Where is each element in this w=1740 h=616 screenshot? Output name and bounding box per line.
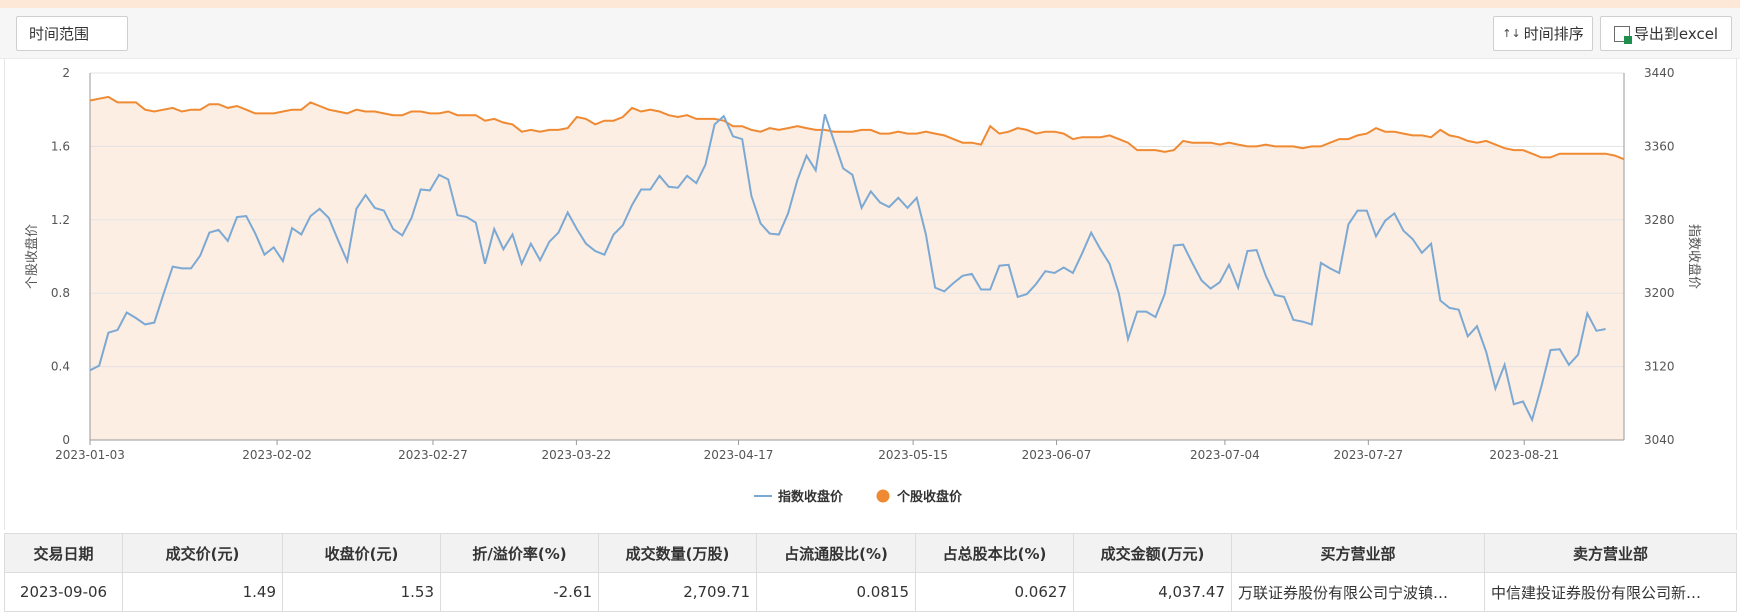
table-row: 2023-09-06 1.49 1.53 -2.61 2,709.71 0.08… bbox=[4, 572, 1737, 612]
legend-stock-swatch bbox=[876, 489, 890, 503]
cell-total-ratio: 0.0627 bbox=[915, 572, 1074, 612]
time-range-button[interactable]: 时间范围 bbox=[16, 16, 128, 51]
y-left-tick-label: 1.2 bbox=[51, 213, 70, 227]
x-tick-label: 2023-02-02 bbox=[242, 448, 312, 462]
y-right-axis-title: 指数收盘价 bbox=[1686, 224, 1702, 289]
x-tick-label: 2023-07-27 bbox=[1333, 448, 1403, 462]
x-tick-label: 2023-08-21 bbox=[1489, 448, 1559, 462]
col-header-seller[interactable]: 卖方营业部 bbox=[1484, 533, 1737, 573]
time-sort-button[interactable]: ↑↓ 时间排序 bbox=[1493, 16, 1593, 51]
export-excel-label: 导出到excel bbox=[1633, 25, 1719, 43]
top-accent-strip bbox=[0, 0, 1740, 8]
col-header-buyer[interactable]: 买方营业部 bbox=[1231, 533, 1485, 573]
export-excel-button[interactable]: 导出到excel bbox=[1600, 16, 1732, 51]
sort-arrows-icon: ↑↓ bbox=[1502, 27, 1521, 40]
table-header-row: 交易日期 成交价(元) 收盘价(元) 折/溢价率(%) 成交数量(万股) 占流通… bbox=[4, 533, 1737, 573]
cell-buyer: 万联证券股份有限公司宁波镇… bbox=[1231, 572, 1485, 612]
col-header-total-ratio[interactable]: 占总股本比(%) bbox=[915, 533, 1074, 573]
chart-right-border bbox=[1736, 58, 1737, 530]
y-right-tick-label: 3120 bbox=[1644, 360, 1675, 374]
y-right-tick-label: 3440 bbox=[1644, 66, 1675, 80]
x-tick-label: 2023-01-03 bbox=[55, 448, 125, 462]
y-right-tick-label: 3200 bbox=[1644, 286, 1675, 300]
col-header-amount[interactable]: 成交金额(万元) bbox=[1073, 533, 1232, 573]
legend-stock-label: 个股收盘价 bbox=[896, 489, 963, 505]
cell-amount: 4,037.47 bbox=[1073, 572, 1232, 612]
col-header-trade-price[interactable]: 成交价(元) bbox=[122, 533, 283, 573]
y-right-tick-label: 3040 bbox=[1644, 433, 1675, 447]
excel-export-icon bbox=[1613, 25, 1632, 44]
col-header-trade-date[interactable]: 交易日期 bbox=[4, 533, 123, 573]
x-tick-label: 2023-02-27 bbox=[398, 448, 468, 462]
cell-close-price: 1.53 bbox=[282, 572, 441, 612]
y-left-tick-label: 0.8 bbox=[51, 286, 70, 300]
x-tick-label: 2023-04-17 bbox=[704, 448, 774, 462]
x-tick-label: 2023-07-04 bbox=[1190, 448, 1260, 462]
cell-seller: 中信建投证券股份有限公司新… bbox=[1484, 572, 1737, 612]
cell-premium-rate: -2.61 bbox=[440, 572, 599, 612]
cell-trade-price: 1.49 bbox=[122, 572, 283, 612]
cell-float-ratio: 0.0815 bbox=[756, 572, 916, 612]
stock-area-fill bbox=[90, 96, 1624, 441]
price-chart: 0 3040 0.4 3120 0.8 3200 1.2 3280 1.6 3360 2 3440 20… bbox=[24, 66, 1702, 505]
block-trade-table: 交易日期 成交价(元) 收盘价(元) 折/溢价率(%) 成交数量(万股) 占流通… bbox=[4, 533, 1737, 612]
index-close-line bbox=[89, 113, 1606, 423]
chart-left-border bbox=[4, 58, 5, 530]
col-header-volume[interactable]: 成交数量(万股) bbox=[598, 533, 757, 573]
y-right-tick-label: 3360 bbox=[1644, 139, 1675, 153]
y-left-tick-label: 0.4 bbox=[51, 360, 70, 374]
col-header-float-ratio[interactable]: 占流通股比(%) bbox=[756, 533, 916, 573]
cell-trade-date: 2023-09-06 bbox=[4, 572, 123, 612]
y-left-tick-label: 2 bbox=[62, 66, 70, 80]
stock-close-line bbox=[89, 95, 1625, 161]
cell-volume: 2,709.71 bbox=[598, 572, 757, 612]
x-tick-label: 2023-06-07 bbox=[1022, 448, 1092, 462]
col-header-premium-rate[interactable]: 折/溢价率(%) bbox=[440, 533, 599, 573]
col-header-close-price[interactable]: 收盘价(元) bbox=[282, 533, 441, 573]
y-right-tick-label: 3280 bbox=[1644, 213, 1675, 227]
y-left-axis-title: 个股收盘价 bbox=[24, 224, 40, 289]
time-sort-label: 时间排序 bbox=[1523, 25, 1584, 43]
x-tick-label: 2023-03-22 bbox=[542, 448, 612, 462]
y-left-tick-label: 0 bbox=[62, 433, 70, 447]
legend-index-label: 指数收盘价 bbox=[778, 489, 844, 505]
toolbar: 时间范围 ↑↓ 时间排序 导出到excel bbox=[0, 8, 1740, 59]
time-range-label: 时间范围 bbox=[29, 25, 90, 43]
x-tick-label: 2023-05-15 bbox=[878, 448, 948, 462]
y-left-tick-label: 1.6 bbox=[51, 139, 70, 153]
